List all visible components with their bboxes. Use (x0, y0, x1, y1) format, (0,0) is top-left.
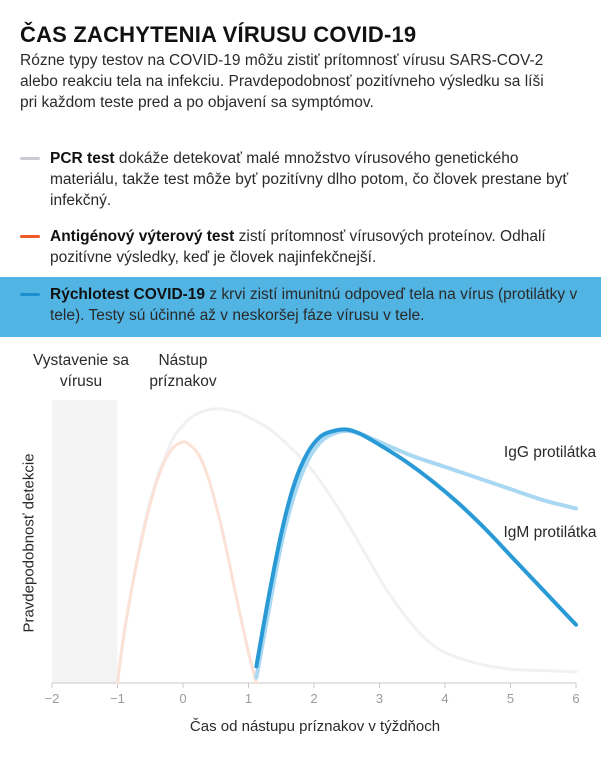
annotation-exposure: Vystavenie sa vírusu (33, 352, 129, 390)
legend-text-pcr: dokáže detekovať malé množstvo vírusovéh… (50, 150, 569, 209)
legend-swatch-rapid (20, 293, 40, 296)
legend-swatch-antigen (20, 235, 40, 238)
annotation-onset: Nástup príznakov (149, 352, 217, 390)
x-tick-label: 5 (507, 691, 514, 706)
y-axis-label: Pravdepodobnosť detekcie (20, 453, 38, 633)
curve-label-igg: IgG protilátka (503, 444, 597, 461)
series-line-pcr (116, 407, 578, 685)
chart-title: ČAS ZACHYTENIA VÍRUSU COVID-19 (20, 22, 417, 47)
series-line-igm (254, 427, 578, 669)
x-tick-label: −1 (110, 691, 125, 706)
intro-text: Rózne typy testov na COVID-19 môžu zisti… (20, 52, 544, 111)
x-axis-label: Čas od nástupu príznakov v týždňoch (189, 718, 441, 735)
x-tick-label: 6 (572, 691, 579, 706)
x-tick-label: −2 (45, 691, 60, 706)
legend-item-antigen: Antigénový výterový test zistí prítomnos… (20, 226, 590, 268)
x-tick-label: 3 (376, 691, 383, 706)
legend-item-pcr: PCR test dokáže detekovať malé množstvo … (20, 148, 590, 211)
legend-text-rapid: z krvi zistí imunitnú odpoveď tela na ví… (50, 286, 578, 324)
legend-label-rapid: Rýchlotest COVID-19 (50, 286, 206, 303)
legend-label-pcr: PCR test (50, 150, 115, 167)
curve-label-igm: IgM protilátka (503, 524, 597, 541)
x-tick-label: 1 (245, 691, 252, 706)
legend-label-antigen: Antigénový výterový test (50, 228, 235, 245)
x-tick-label: 4 (441, 691, 448, 706)
series-line-antigen (116, 440, 258, 685)
legend-swatch-pcr (20, 157, 40, 160)
pre-exposure-region (52, 400, 118, 683)
legend-item-rapid: Rýchlotest COVID-19 z krvi zistí imunitn… (20, 284, 590, 326)
highlight-band (0, 277, 601, 337)
x-tick-label: 2 (310, 691, 317, 706)
legend-text-antigen: zistí prítomnosť vírusových proteínov. O… (50, 228, 546, 266)
x-tick-label: 0 (179, 691, 186, 706)
